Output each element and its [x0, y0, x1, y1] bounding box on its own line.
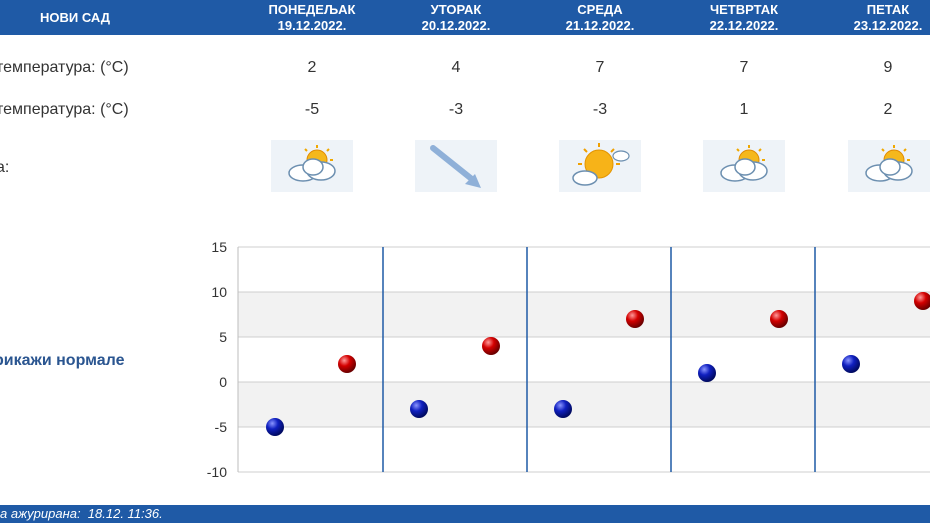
last-updated: а ажурирана: 18.12. 11:36. [0, 505, 930, 523]
show-normals-link[interactable]: рикажи нормале [0, 352, 125, 369]
day-header-3: СРЕДА 21.12.2022. [528, 2, 672, 34]
max-temp-value: 7 [739, 59, 749, 76]
day-name: УТОРАК [430, 2, 482, 17]
y-tick-label: 5 [219, 329, 227, 345]
min-temp-point [554, 400, 572, 418]
day-date: 23.12.2022. [853, 18, 923, 33]
y-tick-label: 10 [211, 284, 227, 300]
temperature-chart: 15 10 5 0 -5 -10 [207, 239, 930, 480]
max-temp-point [770, 310, 788, 328]
day-date: 19.12.2022. [277, 18, 347, 33]
min-temp-point [266, 418, 284, 436]
day-date: 21.12.2022. [565, 18, 635, 33]
max-temp-point [914, 292, 930, 310]
max-temp-point [626, 310, 644, 328]
day-date: 22.12.2022. [709, 18, 779, 33]
wind-arrow-icon [415, 140, 497, 192]
y-tick-label: -10 [207, 464, 227, 480]
min-temp-value: -3 [448, 101, 464, 118]
day-name: ЧЕТВРТАК [709, 2, 779, 17]
partly-cloudy-icon [703, 140, 785, 192]
y-tick-label: 15 [211, 239, 227, 255]
day-header-2: УТОРАК 20.12.2022. [384, 2, 528, 34]
y-tick-label: 0 [219, 374, 227, 390]
day-date: 20.12.2022. [421, 18, 491, 33]
grid-band [238, 382, 930, 427]
weather-label: а: [0, 159, 10, 176]
max-temp-value: 2 [307, 59, 317, 76]
min-temp-value: -5 [304, 101, 320, 118]
city-name: НОВИ САД [39, 10, 111, 25]
partly-cloudy-icon [271, 140, 353, 192]
day-name: ПОНЕДЕЉАК [268, 2, 356, 17]
max-temp-value: 4 [451, 59, 461, 76]
max-temp-point [338, 355, 356, 373]
day-header-4: ЧЕТВРТАК 22.12.2022. [672, 2, 816, 34]
max-temp-value: 7 [595, 59, 605, 76]
day-name: ПЕТАК [866, 2, 910, 17]
min-temp-value: 1 [739, 101, 749, 118]
min-temp-label: температура: (°C) [0, 101, 129, 118]
day-header-5: ПЕТАК 23.12.2022. [816, 2, 930, 34]
day-name: СРЕДА [577, 2, 623, 17]
partly-cloudy-icon [848, 140, 930, 192]
min-temp-point [410, 400, 428, 418]
min-temp-point [842, 355, 860, 373]
min-temp-point [698, 364, 716, 382]
day-header-1: ПОНЕДЕЉАК 19.12.2022. [240, 2, 384, 34]
y-tick-label: -5 [215, 419, 228, 435]
min-temp-value: 2 [883, 101, 893, 118]
grid-band [238, 292, 930, 337]
min-temp-value: -3 [592, 101, 608, 118]
max-temp-point [482, 337, 500, 355]
max-temp-value: 9 [883, 59, 893, 76]
header-bar: НОВИ САД ПОНЕДЕЉАК 19.12.2022. УТОРАК 20… [0, 0, 930, 35]
sun-cloud-icon [559, 140, 641, 192]
max-temp-label: температура: (°C) [0, 59, 129, 76]
